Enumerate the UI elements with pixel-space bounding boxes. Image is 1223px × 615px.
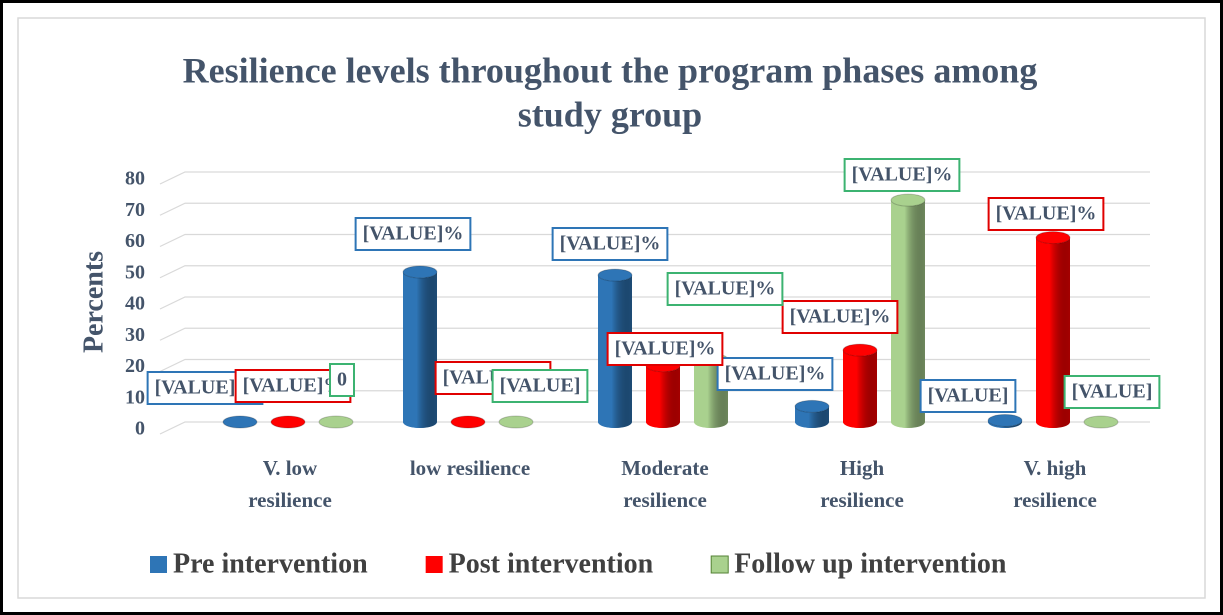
chart-area xyxy=(17,17,1206,599)
y-tick-label: 40 xyxy=(125,293,145,315)
data-label-box xyxy=(551,227,669,261)
x-tick-label: Moderate xyxy=(621,456,708,480)
cylinder-top xyxy=(402,265,438,279)
cylinder-top xyxy=(597,268,633,282)
x-tick-label: resilience xyxy=(1013,488,1097,512)
data-label-box xyxy=(1063,375,1161,409)
legend-label: Post intervention xyxy=(449,548,654,579)
cylinder-top xyxy=(1035,231,1071,245)
legend-swatch xyxy=(150,556,167,573)
chart-title: study group xyxy=(518,94,702,134)
bar xyxy=(270,415,306,429)
cylinder-top xyxy=(450,415,486,429)
x-tick-label: V. high xyxy=(1024,456,1087,480)
chart-title: Resilience levels throughout the program… xyxy=(183,50,1038,90)
data-label: [VALUE] xyxy=(1072,381,1153,403)
cylinder-top xyxy=(1083,415,1119,429)
data-label-box xyxy=(987,197,1105,231)
bar xyxy=(794,399,830,428)
x-tick-label: resilience xyxy=(623,488,707,512)
data-label-box xyxy=(843,158,961,192)
x-tick-label: V. low xyxy=(263,456,318,480)
y-tick-label: 30 xyxy=(125,324,145,346)
bar xyxy=(498,415,534,429)
bar xyxy=(450,415,486,429)
bar xyxy=(890,193,926,428)
data-label: [VALUE]% xyxy=(243,375,344,397)
y-tick-label: 10 xyxy=(125,386,145,408)
grid-line xyxy=(159,296,1150,310)
bar xyxy=(842,343,878,428)
cylinder-top xyxy=(318,415,354,429)
bar xyxy=(1035,231,1071,428)
cylinder-shade xyxy=(1036,237,1070,428)
cylinder-top xyxy=(498,415,534,429)
grid-line xyxy=(159,233,1150,248)
cylinder-shade xyxy=(403,272,437,428)
x-tick-label: resilience xyxy=(248,488,332,512)
data-label: [VALUE] xyxy=(500,375,581,397)
data-label: [VALUE]% xyxy=(790,306,891,328)
grid-line xyxy=(159,202,1150,216)
data-label-box xyxy=(666,272,784,306)
cylinder-shade xyxy=(843,350,877,428)
cylinder-top xyxy=(987,413,1023,427)
grid-line xyxy=(159,265,1150,279)
bar xyxy=(1083,415,1119,429)
bar xyxy=(987,413,1023,428)
y-tick-label: 50 xyxy=(125,261,145,283)
y-tick-label: 0 xyxy=(135,418,145,440)
data-label: [VALUE]% xyxy=(852,164,953,186)
y-axis-title: Percents xyxy=(78,251,109,353)
data-label-box xyxy=(354,217,472,251)
x-tick-label: High xyxy=(840,456,885,480)
y-tick-label: 60 xyxy=(125,230,145,252)
data-label: 0 xyxy=(337,369,347,391)
data-label: [VALUE]% xyxy=(996,203,1097,225)
data-label: [VALUE]% xyxy=(560,233,661,255)
bar xyxy=(222,415,258,429)
data-label: [VALUE] xyxy=(928,385,1009,407)
cylinder-top xyxy=(270,415,306,429)
cylinder-top xyxy=(222,415,258,429)
data-label-box xyxy=(606,332,724,366)
data-label-box xyxy=(781,300,899,334)
legend-label: Pre intervention xyxy=(173,548,368,579)
bar xyxy=(318,415,354,429)
cylinder-shade xyxy=(795,406,829,428)
grid-line xyxy=(159,171,1150,185)
y-tick-label: 20 xyxy=(125,355,145,377)
data-label-box xyxy=(491,369,589,403)
data-label-box xyxy=(716,357,834,391)
data-label: [VALUE]% xyxy=(725,363,826,385)
data-label: [VALUE]% xyxy=(615,338,716,360)
bar xyxy=(645,359,681,428)
x-tick-label: low resilience xyxy=(410,456,530,480)
cylinder-top xyxy=(842,343,878,357)
data-label-box xyxy=(919,379,1017,413)
y-tick-label: 80 xyxy=(125,168,145,190)
cylinder-shade xyxy=(988,420,1022,428)
x-tick-label: resilience xyxy=(820,488,904,512)
data-label-box xyxy=(329,363,355,397)
bar xyxy=(402,265,438,428)
data-label: [VALUE]% xyxy=(155,377,256,399)
data-label: [VALUE]% xyxy=(675,278,776,300)
data-label: [VALUE]% xyxy=(363,223,464,245)
legend-swatch xyxy=(710,555,729,574)
cylinder-shade xyxy=(891,200,925,428)
cylinder-top xyxy=(890,193,926,207)
cylinder-top xyxy=(794,399,830,413)
legend-swatch xyxy=(425,556,443,573)
y-tick-label: 70 xyxy=(125,199,145,221)
cylinder-shade xyxy=(646,365,680,428)
legend-label: Follow up intervention xyxy=(734,548,1007,579)
